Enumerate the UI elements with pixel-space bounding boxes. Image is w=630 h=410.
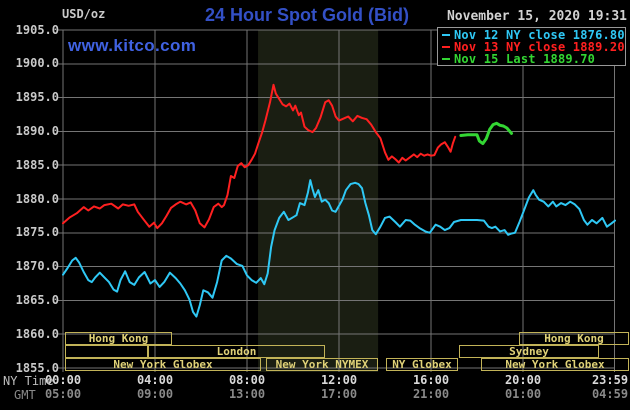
legend-marker-cyan <box>442 33 450 36</box>
legend-label: Nov 15 Last 1889.70 <box>454 52 596 66</box>
x-tick-label-ny: 20:00 <box>504 373 542 387</box>
y-tick-label: 1895.0 <box>15 90 59 105</box>
session-bar-new-york-globex: New York Globex <box>65 358 261 371</box>
session-bar <box>65 345 148 358</box>
kitco-watermark[interactable]: www.kitco.com <box>68 36 197 55</box>
y-tick-label: 1875.0 <box>15 225 59 240</box>
session-bar-hong-kong: Hong Kong <box>519 332 629 345</box>
legend-box: Nov 12 NY close 1876.80 Nov 13 NY close … <box>437 27 626 66</box>
session-bar-new-york-globex: New York Globex <box>481 358 629 371</box>
page-title: 24 Hour Spot Gold (Bid) <box>205 5 409 25</box>
legend-item-nov12: Nov 12 NY close 1876.80 <box>442 29 625 41</box>
ny-time-label: NY Time <box>3 374 54 388</box>
legend-item-nov15: Nov 15 Last 1889.70 <box>442 53 625 65</box>
series-nov-12-ny-close <box>62 179 616 318</box>
x-tick-label-gmt: 05:00 <box>44 387 82 401</box>
x-tick-label-ny: 04:00 <box>136 373 174 387</box>
session-bar-new-york-nymex: New York NYMEX <box>266 358 378 371</box>
x-tick-label-ny: 12:00 <box>320 373 358 387</box>
gmt-label: GMT <box>14 388 36 402</box>
legend-label: Nov 13 NY close 1889.20 <box>454 40 625 54</box>
series-nov-15-last <box>459 121 513 146</box>
y-tick-label: 1870.0 <box>15 259 59 274</box>
series-nov-13-ny-close <box>62 83 457 230</box>
session-bar-london: London <box>148 345 325 358</box>
x-tick-label-gmt: 21:00 <box>412 387 450 401</box>
y-tick-label: 1880.0 <box>15 191 59 206</box>
y-tick-label: 1885.0 <box>15 157 59 172</box>
legend-item-nov13: Nov 13 NY close 1889.20 <box>442 41 625 53</box>
x-tick-label-gmt: 04:59 <box>591 387 629 401</box>
y-tick-label: 1865.0 <box>15 292 59 307</box>
x-tick-label-ny: 08:00 <box>228 373 266 387</box>
y-tick-label: 1890.0 <box>15 123 59 138</box>
x-tick-label-ny: 16:00 <box>412 373 450 387</box>
x-tick-label-gmt: 09:00 <box>136 387 174 401</box>
unit-label: USD/oz <box>62 7 106 21</box>
x-tick-label-gmt: 13:00 <box>228 387 266 401</box>
y-tick-label: 1900.0 <box>15 56 59 71</box>
x-tick-label-ny: 23:59 <box>591 373 629 387</box>
session-bar-ny-globex: NY Globex <box>386 358 458 371</box>
x-tick-label-gmt: 17:00 <box>320 387 358 401</box>
y-tick-label: 1905.0 <box>15 22 59 37</box>
session-bar-sydney: Sydney <box>459 345 599 358</box>
x-tick-label-ny: 00:00 <box>44 373 82 387</box>
nymex-session-band <box>258 30 379 372</box>
legend-label: Nov 12 NY close 1876.80 <box>454 28 625 42</box>
datetime-label: November 15, 2020 19:31 <box>446 9 627 24</box>
legend-marker-red <box>442 45 450 48</box>
legend-marker-green <box>442 57 450 60</box>
session-bar-hong-kong: Hong Kong <box>65 332 172 345</box>
x-tick-label-gmt: 01:00 <box>504 387 542 401</box>
y-tick-label: 1855.0 <box>15 360 59 375</box>
y-tick-label: 1860.0 <box>15 326 59 341</box>
